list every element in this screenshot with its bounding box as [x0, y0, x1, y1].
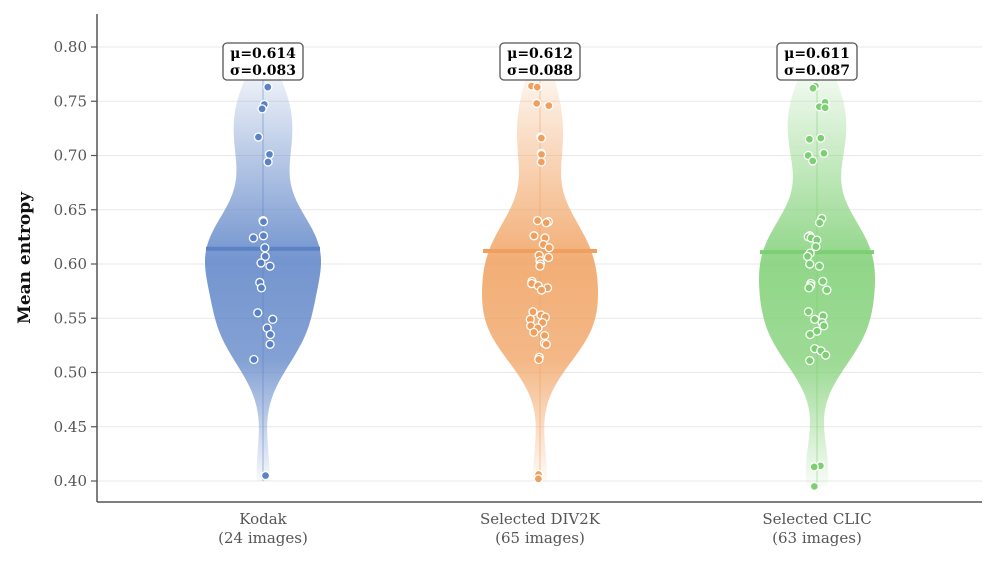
mean-label: μ=0.612	[507, 46, 573, 62]
data-point	[256, 258, 266, 268]
data-point	[258, 217, 269, 227]
stat-box-frame	[222, 42, 304, 81]
data-point	[265, 329, 275, 340]
y-tick-label: 0.70	[54, 147, 87, 165]
mean-label: μ=0.614	[230, 46, 296, 62]
data-point	[535, 261, 545, 271]
y-tick-label: 0.80	[54, 38, 87, 56]
data-point	[265, 339, 275, 349]
data-point	[805, 259, 815, 269]
x-category-label: Kodak	[239, 510, 287, 528]
stat-box-frame	[776, 42, 858, 81]
data-point	[268, 314, 278, 324]
data-point	[529, 327, 539, 338]
y-ticks: 0.40 0.45 0.50 0.55 0.60 0.65 0.70 0.75 0.80	[54, 38, 97, 490]
std-label: σ=0.087	[784, 63, 850, 79]
std-label: σ=0.083	[230, 63, 296, 79]
y-axis-title: Mean entropy	[15, 191, 35, 324]
data-point	[536, 285, 547, 295]
data-point	[544, 100, 554, 111]
data-point	[536, 133, 547, 143]
data-point	[809, 481, 820, 492]
y-tick-label: 0.60	[54, 255, 87, 273]
data-point	[529, 231, 539, 241]
axes	[96, 14, 982, 503]
data-point	[803, 307, 814, 317]
data-point	[253, 132, 264, 142]
data-point	[533, 474, 544, 484]
data-point	[818, 276, 828, 287]
y-tick-label: 0.75	[54, 92, 87, 110]
data-point	[265, 261, 275, 271]
data-point	[822, 285, 832, 295]
data-point	[819, 148, 829, 158]
violin-body	[759, 79, 875, 487]
data-point	[258, 231, 269, 241]
data-point	[253, 308, 263, 318]
data-point	[534, 354, 544, 365]
violin-kodak	[205, 79, 321, 482]
data-point	[260, 251, 270, 262]
stat-box-frame	[499, 42, 581, 81]
data-point	[536, 149, 547, 160]
data-point	[804, 134, 815, 144]
x-category-sublabel: (65 images)	[495, 529, 585, 547]
std-label: σ=0.088	[507, 63, 573, 79]
data-point	[249, 354, 259, 365]
x-labels: Kodak(24 images) Selected DIV2K(65 images…	[218, 510, 872, 547]
data-point	[256, 283, 267, 293]
data-point	[528, 307, 538, 317]
data-point	[541, 339, 551, 349]
data-point	[532, 82, 542, 92]
data-point	[257, 104, 267, 114]
data-point	[820, 103, 830, 113]
data-point	[819, 321, 829, 331]
violin-selected-clic	[759, 79, 875, 492]
data-point	[808, 156, 818, 166]
data-point	[532, 98, 542, 109]
x-category-label: Selected DIV2K	[480, 510, 601, 528]
data-point	[802, 251, 813, 262]
data-point	[536, 157, 547, 167]
data-point	[260, 243, 270, 253]
y-tick-label: 0.55	[54, 309, 87, 327]
data-point	[816, 133, 826, 143]
y-tick-label: 0.45	[54, 418, 87, 436]
data-point	[263, 157, 273, 167]
data-point	[808, 83, 818, 93]
data-point	[820, 350, 831, 360]
data-point	[260, 470, 271, 481]
mean-label: μ=0.611	[784, 46, 850, 62]
x-category-label: Selected CLIC	[762, 510, 871, 528]
data-point	[543, 252, 554, 263]
y-tick-label: 0.40	[54, 472, 87, 490]
y-tick-label: 0.50	[54, 364, 87, 382]
data-point	[248, 233, 259, 243]
stat-boxes: μ=0.614σ=0.083μ=0.612σ=0.088μ=0.611σ=0.0…	[222, 42, 858, 81]
data-point	[805, 329, 815, 340]
data-point	[544, 243, 554, 253]
violins	[205, 79, 875, 492]
y-tick-label: 0.65	[54, 201, 87, 219]
data-point	[809, 462, 819, 472]
data-point	[810, 314, 820, 324]
data-point	[263, 82, 273, 92]
data-point	[804, 283, 814, 293]
violin-selected-div2k	[482, 79, 598, 484]
data-point	[805, 355, 815, 366]
data-point	[814, 261, 825, 271]
violin-body	[482, 79, 598, 482]
data-point	[541, 218, 551, 228]
data-point	[811, 241, 821, 252]
data-point	[532, 215, 543, 226]
data-point	[539, 330, 550, 341]
data-point	[814, 218, 825, 228]
x-category-sublabel: (63 images)	[772, 529, 862, 547]
data-point	[264, 149, 275, 160]
x-category-sublabel: (24 images)	[218, 529, 308, 547]
